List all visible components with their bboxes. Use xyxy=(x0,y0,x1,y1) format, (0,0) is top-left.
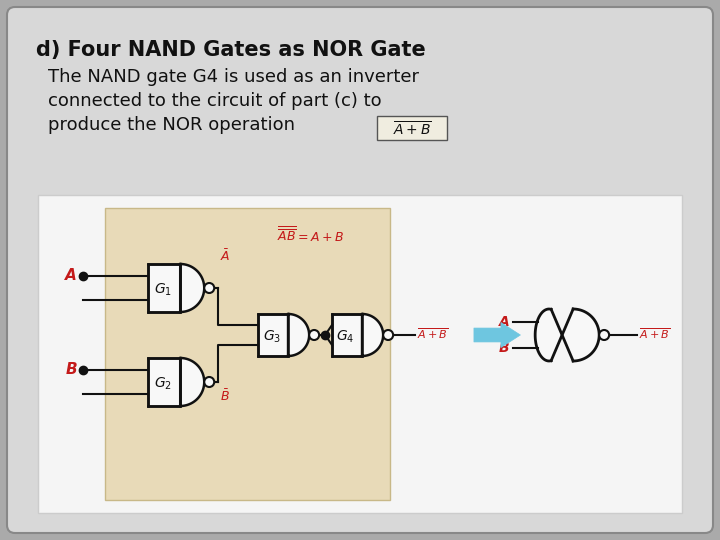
Text: d) Four NAND Gates as NOR Gate: d) Four NAND Gates as NOR Gate xyxy=(36,40,426,60)
Text: connected to the circuit of part (c) to: connected to the circuit of part (c) to xyxy=(48,92,382,110)
Text: B: B xyxy=(66,362,77,377)
Bar xyxy=(105,208,390,500)
Text: A: A xyxy=(66,268,77,284)
Bar xyxy=(38,195,682,513)
Polygon shape xyxy=(288,314,309,356)
Text: $G_3$: $G_3$ xyxy=(263,329,281,345)
FancyBboxPatch shape xyxy=(377,116,447,140)
FancyBboxPatch shape xyxy=(7,7,713,533)
Text: $\overline{A+B}$: $\overline{A+B}$ xyxy=(392,120,431,138)
Polygon shape xyxy=(180,264,204,312)
Text: $\bar{A}$: $\bar{A}$ xyxy=(220,248,230,264)
Text: $G_2$: $G_2$ xyxy=(153,376,171,392)
Text: B: B xyxy=(498,341,509,355)
Text: $\bar{B}$: $\bar{B}$ xyxy=(220,388,230,403)
Polygon shape xyxy=(535,309,599,361)
Polygon shape xyxy=(362,314,383,356)
Text: $G_1$: $G_1$ xyxy=(153,282,171,298)
Text: A: A xyxy=(498,315,509,329)
Text: $\overline{A+B}$: $\overline{A+B}$ xyxy=(417,327,449,341)
Circle shape xyxy=(309,330,319,340)
Circle shape xyxy=(599,330,609,340)
FancyArrowPatch shape xyxy=(474,322,521,348)
Polygon shape xyxy=(180,358,204,406)
Bar xyxy=(148,358,180,406)
Text: $\overline{\overline{AB}}=A+B$: $\overline{\overline{AB}}=A+B$ xyxy=(276,225,343,245)
Text: $G_4$: $G_4$ xyxy=(336,329,355,345)
Circle shape xyxy=(204,283,215,293)
Text: produce the NOR operation: produce the NOR operation xyxy=(48,116,295,134)
Text: $\overline{A+B}$: $\overline{A+B}$ xyxy=(639,327,670,341)
Circle shape xyxy=(204,377,215,387)
Text: The NAND gate G4 is used as an inverter: The NAND gate G4 is used as an inverter xyxy=(48,68,419,86)
Circle shape xyxy=(383,330,393,340)
Bar xyxy=(258,314,288,356)
Bar xyxy=(148,264,180,312)
Bar xyxy=(332,314,362,356)
